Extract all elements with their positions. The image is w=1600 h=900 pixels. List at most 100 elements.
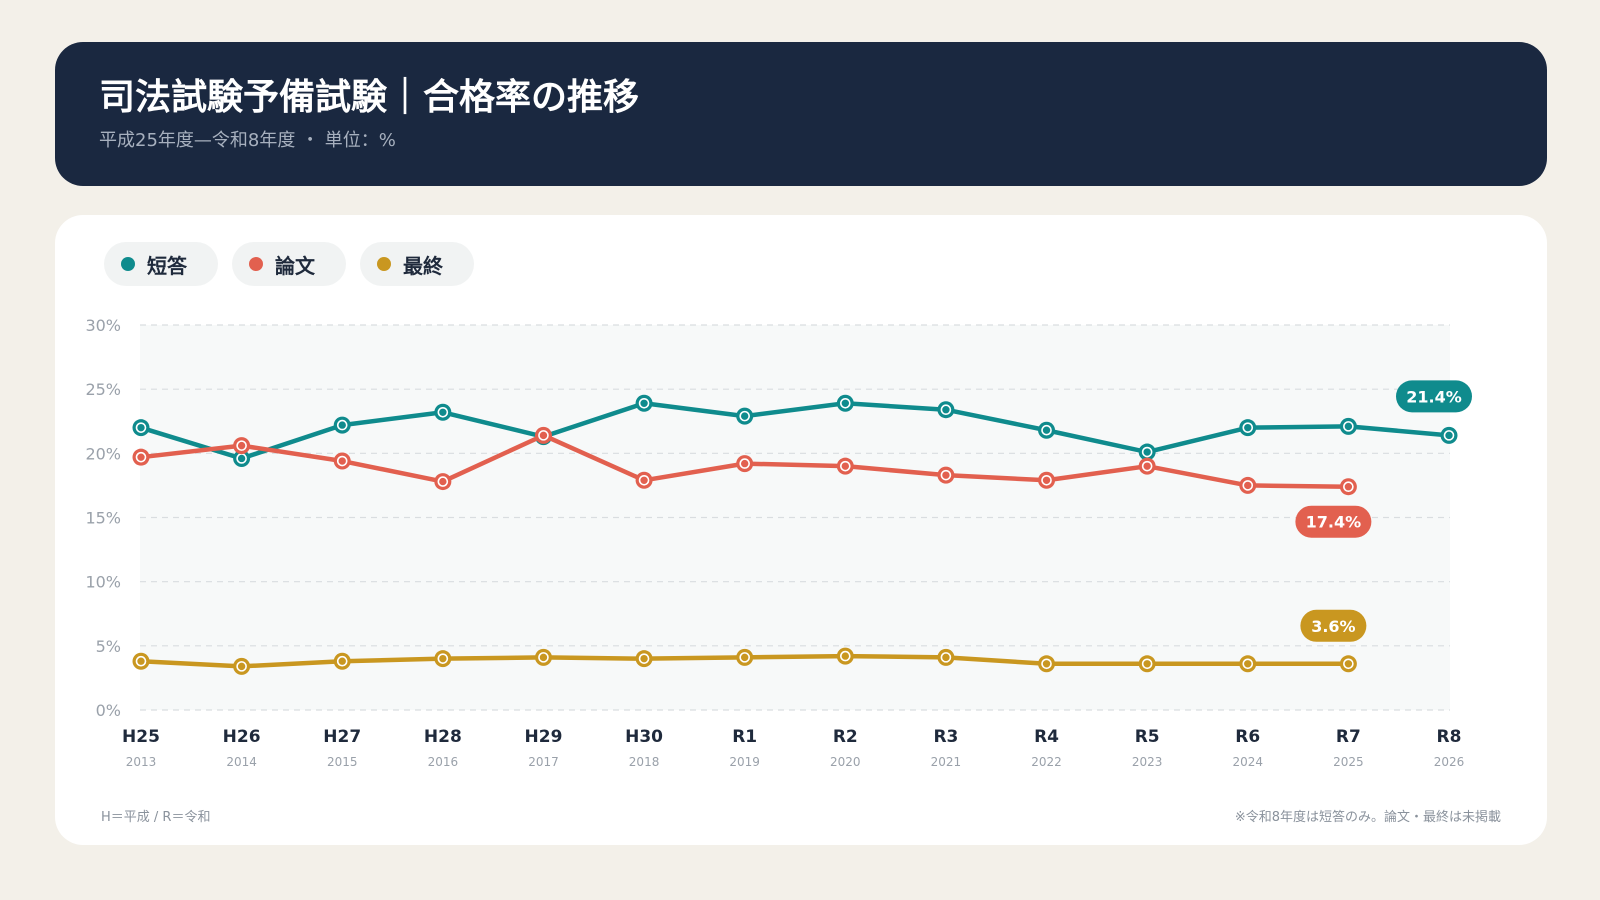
data-point	[333, 416, 351, 434]
data-point	[132, 652, 150, 670]
x-tick-year: 2025	[1333, 755, 1364, 769]
x-tick-label: R6	[1235, 727, 1260, 747]
footnote-era-legend: H＝平成 / R＝令和	[101, 810, 211, 825]
data-point-ring	[1443, 430, 1455, 441]
data-point	[1038, 471, 1056, 489]
x-tick-year: 2014	[226, 755, 257, 769]
data-point	[1138, 443, 1156, 461]
data-point	[534, 426, 552, 444]
data-point	[1440, 426, 1458, 444]
data-point	[635, 471, 653, 489]
data-point-ring	[1041, 658, 1052, 670]
data-point-ring	[940, 652, 952, 663]
data-point-ring	[1141, 658, 1153, 670]
y-tick-label: 15%	[85, 509, 121, 528]
data-point	[1239, 476, 1257, 494]
data-point	[1138, 655, 1156, 673]
data-point	[434, 403, 452, 421]
data-point-ring	[739, 652, 750, 663]
end-value-badge	[1295, 505, 1372, 538]
data-point-ring	[1141, 446, 1153, 458]
data-point	[937, 466, 955, 484]
data-point-ring	[1343, 481, 1354, 493]
legend-item-ronbun[interactable]: 論文	[232, 242, 346, 286]
data-point	[736, 407, 754, 425]
data-point	[434, 650, 452, 668]
end-value-label: 21.4%	[1406, 387, 1462, 406]
data-point-ring	[739, 410, 750, 422]
data-point	[534, 648, 552, 666]
x-tick-year: 2023	[1132, 755, 1163, 769]
legend-dot-icon	[377, 257, 391, 271]
y-tick-label: 30%	[85, 316, 121, 335]
y-tick-label: 0%	[96, 701, 121, 720]
page-title: 司法試験予備試験｜合格率の推移	[99, 77, 640, 118]
x-tick-year: 2021	[931, 755, 962, 769]
data-point	[233, 437, 251, 455]
data-point	[635, 394, 653, 412]
data-point-ring	[437, 476, 449, 487]
data-point-ring	[739, 458, 750, 469]
data-point	[736, 648, 754, 666]
data-point	[1038, 421, 1056, 439]
data-point	[1239, 419, 1257, 437]
legend-item-tanto[interactable]: 短答	[104, 242, 218, 286]
x-tick-label: R3	[933, 727, 958, 747]
data-point-ring	[336, 419, 348, 431]
data-point	[132, 419, 150, 437]
data-point	[333, 652, 351, 670]
x-tick-year: 2019	[729, 755, 760, 769]
data-point	[1138, 457, 1156, 475]
data-point-ring	[840, 650, 851, 662]
legend-label: 最終	[403, 253, 443, 278]
x-tick-year: 2018	[629, 755, 660, 769]
data-point-ring	[538, 652, 549, 663]
data-point	[836, 457, 854, 475]
x-tick-year: 2015	[327, 755, 358, 769]
data-point	[132, 448, 150, 466]
data-point-ring	[638, 397, 650, 409]
legend-label: 短答	[147, 253, 187, 278]
end-value-badge	[1300, 609, 1367, 642]
x-tick-label: R7	[1336, 727, 1361, 747]
data-point	[1339, 655, 1357, 673]
header-banner: 司法試験予備試験｜合格率の推移 平成25年度—令和8年度 ・ 単位：%	[55, 42, 1547, 186]
data-point	[1038, 655, 1056, 673]
data-point	[635, 650, 653, 668]
end-value-label: 17.4%	[1306, 513, 1362, 532]
data-point-ring	[638, 653, 650, 664]
data-point-ring	[1343, 421, 1354, 432]
x-tick-label: R8	[1437, 727, 1462, 747]
data-point	[1239, 655, 1257, 673]
data-point-ring	[638, 474, 650, 486]
data-point-ring	[1242, 480, 1254, 491]
data-point	[937, 648, 955, 666]
data-point-ring	[1242, 422, 1254, 433]
data-point-ring	[840, 397, 851, 409]
chart-card: 短答 論文 最終 0% 5% 10% 15% 20% 25% 30% H25 2013 H26 20…	[55, 215, 1547, 845]
x-tick-label: H25	[122, 727, 160, 747]
data-point-ring	[236, 661, 247, 672]
x-tick-year: 2013	[126, 755, 157, 769]
legend-item-saishu[interactable]: 最終	[360, 242, 474, 286]
data-point-ring	[1041, 474, 1052, 486]
data-point-ring	[336, 655, 348, 667]
end-value-badge	[1396, 380, 1472, 413]
y-tick-label: 20%	[85, 444, 121, 463]
x-tick-label: R5	[1135, 727, 1160, 747]
data-point-ring	[135, 451, 147, 463]
data-point	[434, 473, 452, 491]
data-point	[836, 647, 854, 665]
data-point-ring	[135, 655, 147, 667]
x-tick-label: R1	[732, 727, 757, 747]
data-point-ring	[940, 469, 952, 481]
data-point-ring	[437, 406, 449, 418]
x-tick-year: 2017	[528, 755, 559, 769]
end-value-label: 3.6%	[1311, 617, 1355, 636]
data-point-ring	[940, 404, 952, 415]
x-tick-label: H28	[424, 727, 462, 747]
data-point-ring	[135, 422, 147, 433]
x-tick-year: 2016	[428, 755, 459, 769]
series-line	[138, 401, 1452, 461]
data-point-ring	[236, 440, 247, 451]
